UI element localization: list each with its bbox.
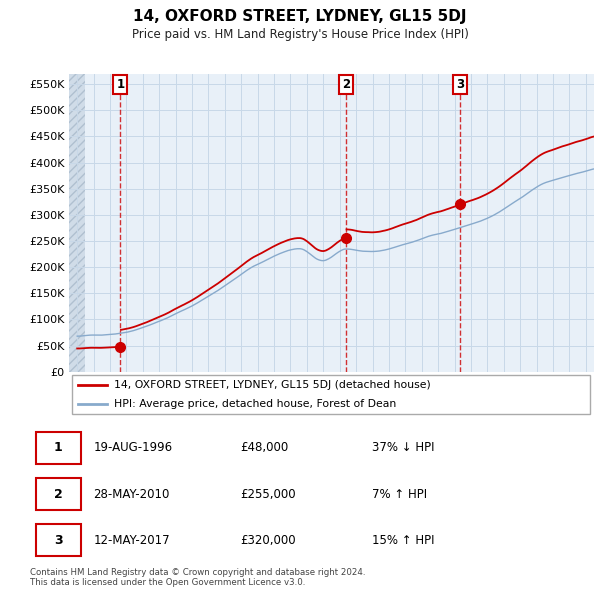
- Text: 14, OXFORD STREET, LYDNEY, GL15 5DJ: 14, OXFORD STREET, LYDNEY, GL15 5DJ: [133, 9, 467, 24]
- Bar: [69, 74, 85, 372]
- Text: Contains HM Land Registry data © Crown copyright and database right 2024.
This d: Contains HM Land Registry data © Crown c…: [30, 568, 365, 587]
- FancyBboxPatch shape: [35, 432, 81, 464]
- FancyBboxPatch shape: [71, 375, 590, 414]
- Text: 1: 1: [54, 441, 62, 454]
- Text: £320,000: £320,000: [240, 534, 295, 547]
- Text: 37% ↓ HPI: 37% ↓ HPI: [372, 441, 435, 454]
- FancyBboxPatch shape: [35, 478, 81, 510]
- Text: Price paid vs. HM Land Registry's House Price Index (HPI): Price paid vs. HM Land Registry's House …: [131, 28, 469, 41]
- Text: 19-AUG-1996: 19-AUG-1996: [94, 441, 173, 454]
- Text: 3: 3: [457, 78, 464, 91]
- Text: 2: 2: [343, 78, 350, 91]
- Text: 14, OXFORD STREET, LYDNEY, GL15 5DJ (detached house): 14, OXFORD STREET, LYDNEY, GL15 5DJ (det…: [113, 380, 430, 390]
- Text: 7% ↑ HPI: 7% ↑ HPI: [372, 487, 427, 501]
- Text: 1: 1: [116, 78, 124, 91]
- Text: 3: 3: [54, 534, 62, 547]
- Text: HPI: Average price, detached house, Forest of Dean: HPI: Average price, detached house, Fore…: [113, 399, 396, 409]
- Text: 28-MAY-2010: 28-MAY-2010: [94, 487, 170, 501]
- Text: £48,000: £48,000: [240, 441, 288, 454]
- Text: 12-MAY-2017: 12-MAY-2017: [94, 534, 170, 547]
- Text: £255,000: £255,000: [240, 487, 295, 501]
- FancyBboxPatch shape: [35, 525, 81, 556]
- Text: 2: 2: [54, 487, 62, 501]
- Text: 15% ↑ HPI: 15% ↑ HPI: [372, 534, 435, 547]
